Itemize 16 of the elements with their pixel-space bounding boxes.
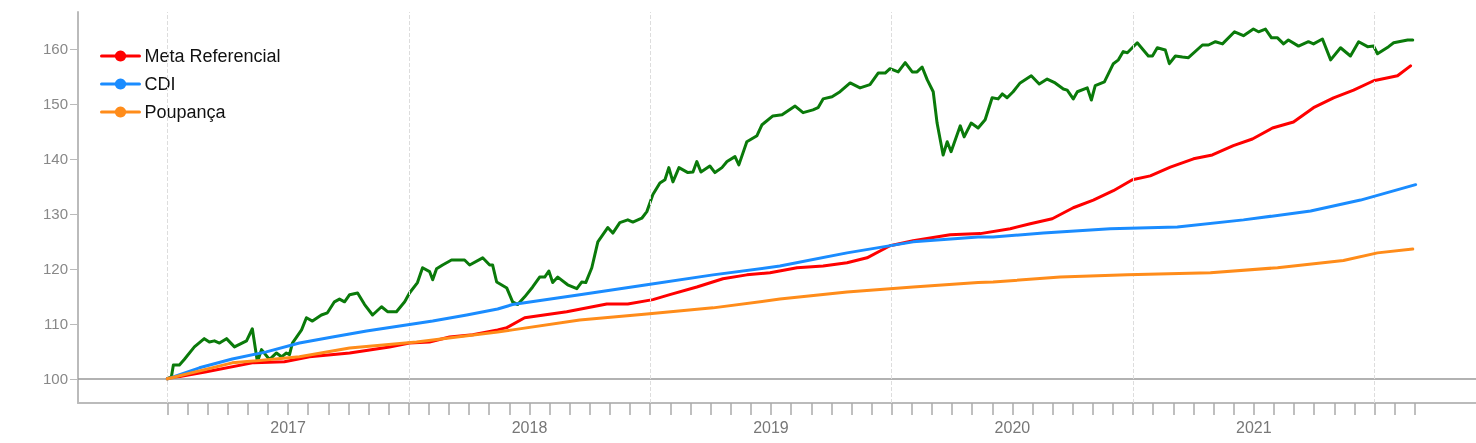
x-tick-label: 2020 [994, 418, 1031, 436]
y-tick-label: 150 [42, 95, 68, 113]
x-tick-label: 2017 [270, 418, 306, 436]
x-tick-label: 2021 [1236, 418, 1272, 436]
legend-label: Meta Referencial [144, 46, 281, 66]
y-tick-label: 130 [42, 205, 68, 223]
y-tick-label: 100 [42, 370, 68, 388]
y-tick-label: 160 [42, 40, 68, 58]
y-tick-label: 120 [42, 260, 68, 278]
legend-label: Poupança [144, 102, 227, 122]
line-series [165, 247, 1415, 381]
x-tick-label: 2019 [753, 418, 789, 436]
x-tick-label: 2018 [511, 418, 548, 436]
y-tick-label: 110 [44, 315, 68, 333]
legend-label: CDI [144, 74, 176, 94]
y-tick-label: 140 [42, 150, 68, 168]
